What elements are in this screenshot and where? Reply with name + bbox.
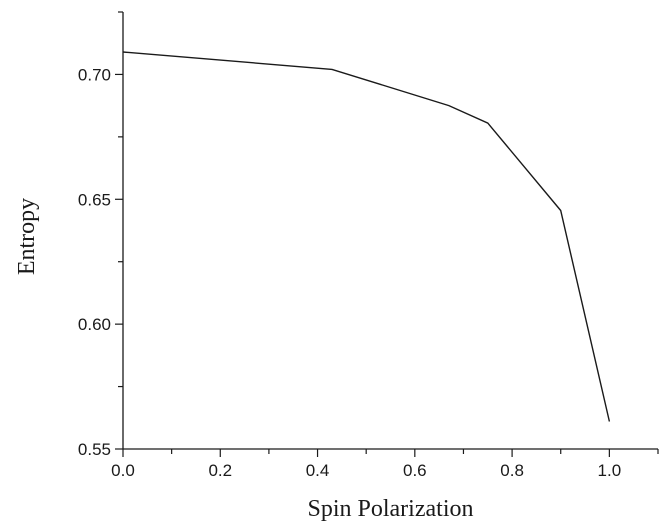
y-tick-label: 0.55 xyxy=(78,440,111,459)
x-tick-label: 0.2 xyxy=(208,461,232,480)
y-tick-label: 0.70 xyxy=(78,65,111,84)
x-tick-label: 0.8 xyxy=(500,461,524,480)
x-tick-label: 0.6 xyxy=(403,461,427,480)
x-axis-ticks: 0.0 0.2 0.4 0.6 0.8 1.0 xyxy=(111,449,659,480)
x-tick-label: 0.0 xyxy=(111,461,135,480)
y-tick-label: 0.65 xyxy=(78,190,111,209)
x-axis-title: Spin Polarization xyxy=(308,496,474,522)
x-tick-label: 1.0 xyxy=(598,461,622,480)
series-line xyxy=(122,51,611,422)
x-tick-label: 0.4 xyxy=(306,461,330,480)
y-axis-ticks: 0.55 0.60 0.65 0.70 xyxy=(78,11,123,459)
y-tick-label: 0.60 xyxy=(78,315,111,334)
y-axis-title: Entropy xyxy=(14,198,40,275)
